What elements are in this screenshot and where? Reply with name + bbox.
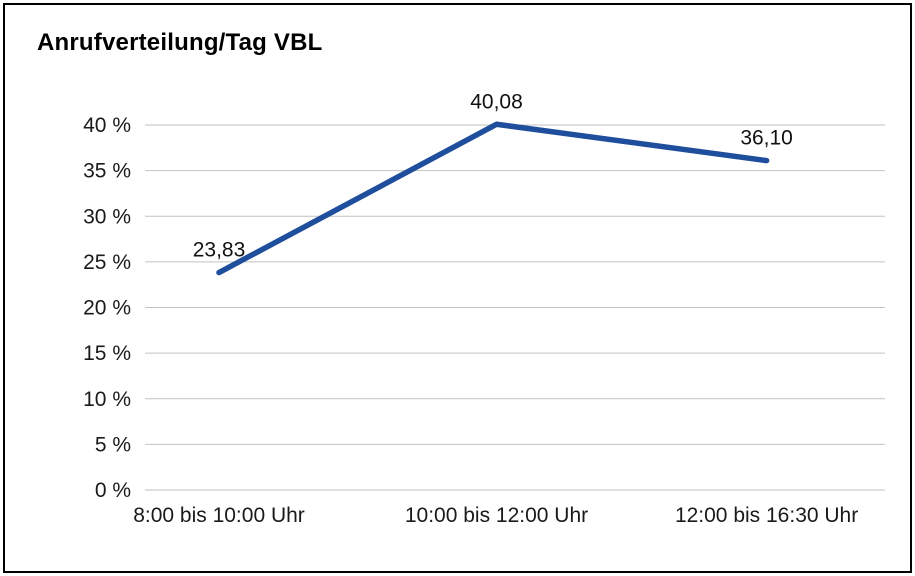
x-tick-label: 12:00 bis 16:30 Uhr (675, 504, 858, 527)
series-line (216, 121, 770, 276)
y-tick-label: 10 % (83, 388, 131, 411)
y-tick-label: 15 % (83, 342, 131, 365)
y-tick-label: 25 % (83, 251, 131, 274)
y-tick-label: 0 % (95, 479, 131, 502)
data-label: 23,83 (193, 239, 246, 262)
y-tick-label: 40 % (83, 114, 131, 137)
line-chart-canvas: 0 % 5 % 10 % 15 % 20 % 25 % 30 % 35 % 40 % 8:00 b… (83, 90, 885, 527)
data-label: 40,08 (470, 90, 523, 113)
y-tick-label: 20 % (83, 297, 131, 320)
x-tick-label: 10:00 bis 12:00 Uhr (405, 504, 588, 527)
chart-title: Anrufverteilung/Tag VBL (37, 29, 323, 56)
data-label: 36,10 (740, 127, 793, 150)
chart-frame: 0 % 5 % 10 % 15 % 20 % 25 % 30 % 35 % 40 % 8:00 b… (3, 3, 912, 573)
x-tick-label: 8:00 bis 10:00 Uhr (133, 504, 305, 527)
y-tick-label: 5 % (95, 433, 131, 456)
y-tick-label: 35 % (83, 160, 131, 183)
y-tick-label: 30 % (83, 205, 131, 228)
